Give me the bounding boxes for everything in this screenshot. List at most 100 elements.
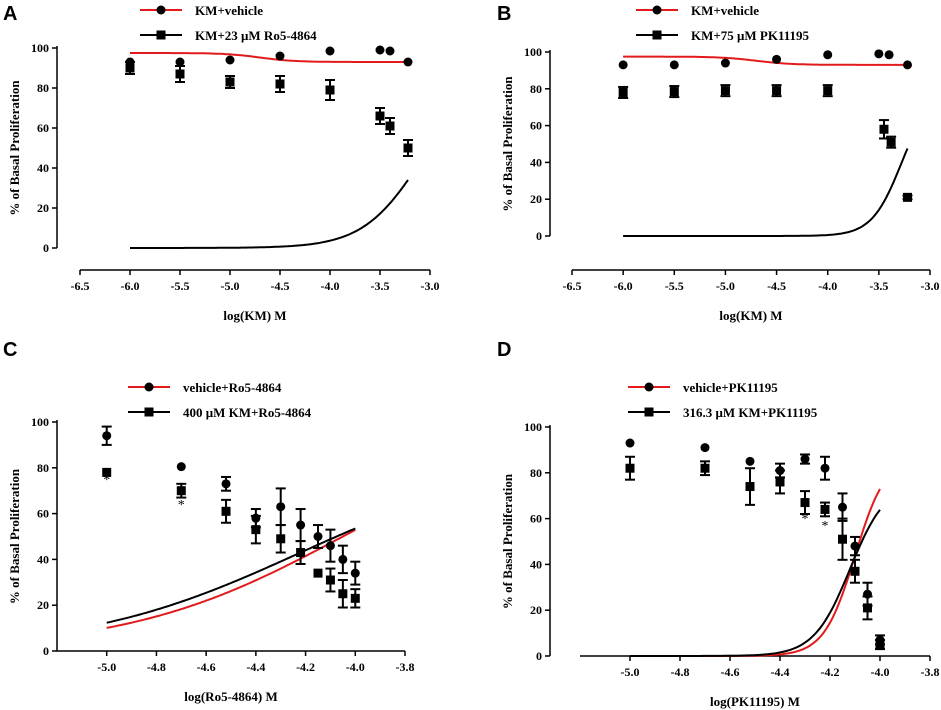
fit-curve <box>623 148 909 237</box>
x-axis-title: log(Ro5-4864) M <box>184 689 278 704</box>
data-point <box>313 568 323 578</box>
y-axis-title: % of Basal Proliferation <box>500 76 515 212</box>
data-point <box>313 532 323 541</box>
x-tick-label: -4.4 <box>246 660 265 674</box>
x-tick-label: -5.0 <box>97 660 116 674</box>
y-tick-label: 80 <box>530 82 542 96</box>
data-point <box>325 575 335 585</box>
legend-entry-2: 316.3 μM KM+PK11195 <box>628 405 818 420</box>
fit-curve <box>130 179 409 249</box>
data-point <box>125 63 135 73</box>
x-axis-title: log(PK11195) M <box>710 694 800 709</box>
y-tick-label: 0 <box>536 649 542 663</box>
data-point <box>403 143 413 153</box>
y-tick-label: 0 <box>43 644 49 658</box>
series-2 <box>618 84 913 237</box>
x-axis-title: log(KM) M <box>223 308 286 323</box>
x-tick-label: -4.2 <box>821 665 840 679</box>
x-tick-label: -4.4 <box>771 665 790 679</box>
data-point <box>800 498 810 508</box>
panel-d: D 0 20 40 60 80 100 -5.0 -4.8 -4.6 -4.4 -4.2 -4.0 -3.… <box>497 339 940 709</box>
legend-marker <box>652 30 662 40</box>
y-tick-label: 20 <box>37 201 49 215</box>
fit-curve <box>130 52 408 63</box>
y-tick-label: 60 <box>530 512 542 526</box>
panel-letter: D <box>497 339 511 361</box>
legend-marker <box>144 382 154 392</box>
x-tick-label: -4.5 <box>271 279 290 293</box>
legend-marker <box>652 5 662 15</box>
y-axis-title: % of Basal Proliferation <box>7 80 22 216</box>
data-point <box>850 541 860 551</box>
data-point <box>375 111 385 121</box>
data-point <box>850 566 860 576</box>
x-tick-label: -4.5 <box>767 279 786 293</box>
data-point <box>350 593 360 603</box>
y-tick-label: 100 <box>31 415 49 429</box>
y-tick-label: 60 <box>37 507 49 521</box>
fit-curve <box>106 527 356 624</box>
data-point <box>338 554 348 564</box>
data-point <box>375 45 385 55</box>
data-point <box>879 124 889 134</box>
series-2 <box>625 455 885 657</box>
series-2 <box>102 467 361 624</box>
data-point <box>875 640 885 650</box>
y-tick-label: 100 <box>31 41 49 55</box>
data-point <box>838 502 847 512</box>
series-1 <box>618 49 912 70</box>
data-point <box>820 504 830 514</box>
fit-curve <box>623 55 908 66</box>
data-point <box>296 520 306 530</box>
x-tick-label: -5.0 <box>716 279 735 293</box>
y-tick-label: 0 <box>536 229 542 243</box>
x-tick-label: -3.8 <box>396 660 415 674</box>
data-point <box>823 50 833 60</box>
data-point <box>102 467 112 477</box>
data-point <box>175 69 185 79</box>
x-tick-label: -3.8 <box>921 665 940 679</box>
data-point <box>175 57 185 67</box>
data-point <box>863 603 872 613</box>
x-tick-label: -4.0 <box>346 660 365 674</box>
x-tick-label: -5.0 <box>621 665 640 679</box>
legend-label: vehicle+Ro5-4864 <box>183 380 282 395</box>
x-tick-label: -4.8 <box>671 665 690 679</box>
x-tick-label: -3.5 <box>371 279 390 293</box>
panel-b: B 0 20 40 60 80 100 -6.5 -6.0 -5.5 -5.0 -4.5 -4.0 -3.… <box>497 3 940 323</box>
y-axis-title: % of Basal Proliferation <box>7 468 22 604</box>
data-point <box>772 54 782 64</box>
data-point <box>325 85 335 95</box>
legend-marker <box>644 382 654 392</box>
legend-entry-1: vehicle+Ro5-4864 <box>128 380 282 395</box>
y-tick-label: 100 <box>524 45 542 59</box>
y-axis-title: % of Basal Proliferation <box>500 473 515 609</box>
legend-label: KM+vehicle <box>195 3 263 18</box>
data-point <box>838 534 847 544</box>
data-point <box>720 86 730 96</box>
y-tick-label: 80 <box>37 461 49 475</box>
x-tick-label: -5.5 <box>171 279 190 293</box>
data-point <box>700 443 710 453</box>
x-tick-label: -4.8 <box>147 660 166 674</box>
fit-curve <box>630 509 881 657</box>
data-point <box>823 86 833 96</box>
data-point <box>225 77 235 87</box>
x-tick-label: -4.0 <box>818 279 837 293</box>
series-1 <box>125 45 413 67</box>
data-point <box>338 589 348 599</box>
y-tick-label: 100 <box>524 420 542 434</box>
y-tick-label: 40 <box>530 557 542 571</box>
legend-label: KM+vehicle <box>691 3 759 18</box>
y-tick-label: 20 <box>37 598 49 612</box>
y-tick-label: 60 <box>37 121 49 135</box>
data-point <box>669 60 679 70</box>
legend-entry-2: KM+75 μM PK11195 <box>636 28 810 43</box>
legend-entry-2: KM+23 μM Ro5-4864 <box>140 28 317 43</box>
data-point <box>625 463 635 473</box>
legend-entry-1: KM+vehicle <box>636 3 759 18</box>
x-tick-label: -5.0 <box>221 279 240 293</box>
legend-marker <box>644 407 654 417</box>
legend-entry-1: KM+vehicle <box>140 3 263 18</box>
